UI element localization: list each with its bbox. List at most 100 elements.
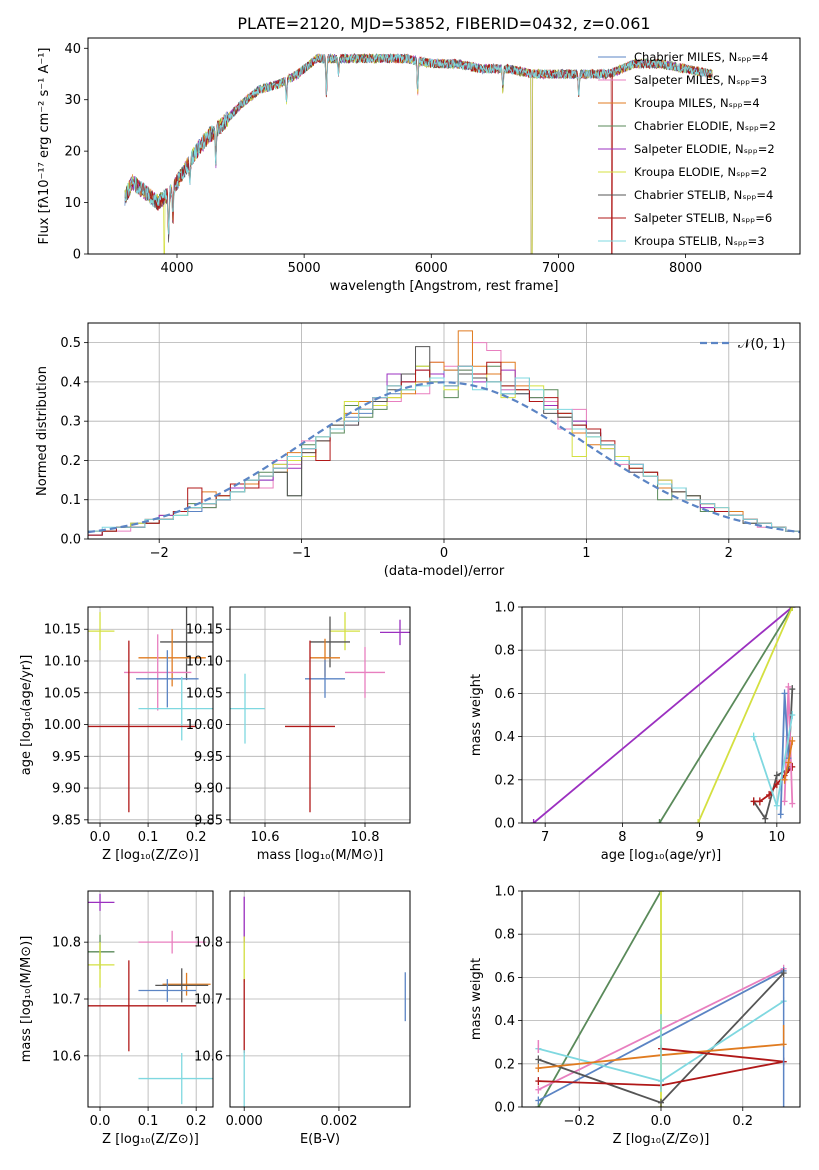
legend-label: Chabrier STELIB, Nₛₚₚ=4 — [634, 188, 773, 202]
chart-title: PLATE=2120, MJD=53852, FIBERID=0432, z=0… — [237, 14, 650, 33]
axes-frame — [87, 37, 801, 255]
legend-label: Kroupa ELODIE, Nₛₚₚ=2 — [634, 165, 767, 179]
y-tick-label: 9.95 — [52, 750, 81, 765]
x-axis-label: Z [log₁₀(Z/Z⊙)] — [102, 1132, 199, 1147]
x-tick-label: 0.2 — [732, 1114, 753, 1129]
y-tick-label: 10.05 — [186, 686, 223, 701]
x-tick-label: 10.6 — [251, 830, 280, 845]
y-tick-label: 30 — [64, 93, 81, 108]
x-tick-label: 8 — [618, 830, 626, 845]
y-tick-label: 10.15 — [44, 623, 81, 638]
x-tick-label: −1 — [292, 546, 311, 561]
spectrum-legend: Chabrier MILES, Nₛₚₚ=4 Salpeter MILES, Nₛ… — [598, 50, 776, 248]
weight_vs_age-panel: 7 8 9 10 0.0 0.2 0.4 0.6 0.8 1.0 age [log₁₀(age/yr… — [469, 601, 801, 863]
y-tick-label: 0.2 — [494, 773, 515, 788]
x-axis-label: mass [log₁₀(M/M⊙)] — [257, 848, 384, 863]
y-tick-label: 0.2 — [60, 454, 81, 469]
legend-label: Kroupa MILES, Nₛₚₚ=4 — [634, 96, 760, 110]
y-tick-label: 9.90 — [52, 782, 81, 797]
y-tick-label: 10.7 — [52, 993, 81, 1008]
spectrum-series-line — [124, 53, 713, 235]
y-tick-label: 0.3 — [60, 415, 81, 430]
x-axis-label: E(B-V) — [300, 1132, 340, 1147]
y-tick-label: 9.90 — [194, 782, 223, 797]
y-tick-label: 10.8 — [52, 936, 81, 951]
age_vs_Z-panel: 0.0 0.1 0.2 9.85 9.90 9.95 10.00 10.05 10.10 10.1… — [19, 606, 214, 863]
x-tick-label: 0 — [440, 546, 448, 561]
y-tick-label: 10.8 — [194, 936, 223, 951]
y-axis-label: mass weight — [469, 958, 484, 1040]
x-tick-label: 9 — [695, 830, 703, 845]
error-bars — [88, 607, 213, 813]
x-tick-label: 0.1 — [138, 830, 159, 845]
legend-label: Chabrier ELODIE, Nₛₚₚ=2 — [634, 119, 776, 133]
y-tick-label: 0.8 — [494, 644, 515, 659]
legend-label: 𝒩(0, 1) — [738, 337, 785, 352]
error-bars — [243, 896, 406, 1107]
y-tick-label: 0.0 — [60, 533, 81, 548]
x-tick-label: 0.0 — [651, 1114, 672, 1129]
x-tick-label: 8000 — [669, 261, 702, 276]
error-bars — [230, 612, 410, 813]
y-axis-label: Normed distribution — [35, 366, 50, 496]
y-tick-label: 0.6 — [494, 971, 515, 986]
y-tick-label: 0.5 — [60, 336, 81, 351]
x-axis-label: age [log₁₀(age/yr)] — [601, 848, 722, 863]
histogram-step — [88, 365, 800, 539]
y-tick-label: 10.6 — [194, 1049, 223, 1064]
x-axis-label: Z [log₁₀(Z/Z⊙)] — [102, 848, 199, 863]
mass_vs_EBV-panel: 0.000 0.002 10.6 10.7 10.8 E(B-V) — [194, 890, 411, 1147]
spectrum-series-line — [124, 53, 713, 254]
weight_vs_Z-panel: −0.2 0.0 0.2 0.0 0.2 0.4 0.6 0.8 1.0 Z [log₁₀(Z/Z… — [469, 885, 801, 1147]
y-axis-label: age [log₁₀(age/yr)] — [19, 655, 34, 776]
y-tick-label: 1.0 — [494, 601, 515, 616]
spectrum-series-line — [124, 53, 713, 254]
weight-line — [658, 607, 794, 823]
x-axis-label: (data-model)/error — [384, 564, 505, 579]
spectrum-lines — [124, 52, 713, 254]
legend-label: Salpeter MILES, Nₛₚₚ=3 — [634, 73, 767, 87]
axes-frame — [229, 606, 411, 824]
x-tick-label: 1 — [582, 546, 590, 561]
x-tick-label: 10 — [769, 830, 786, 845]
histogram-lines — [88, 330, 800, 539]
axes-frame — [87, 890, 214, 1108]
y-tick-label: 0.2 — [494, 1057, 515, 1072]
x-tick-label: 0.000 — [226, 1114, 263, 1129]
y-tick-label: 0.1 — [60, 493, 81, 508]
axes-frame — [229, 890, 411, 1108]
y-tick-label: 10 — [64, 196, 81, 211]
y-tick-label: 9.95 — [194, 750, 223, 765]
mass_vs_Z-panel: 0.0 0.1 0.2 10.6 10.7 10.8 Z [log₁₀(Z/Z⊙)] mass… — [19, 890, 214, 1147]
y-tick-label: 1.0 — [494, 885, 515, 900]
weight-line — [697, 607, 794, 823]
x-axis-label: Z [log₁₀(Z/Z⊙)] — [613, 1132, 710, 1147]
x-tick-label: 7000 — [542, 261, 575, 276]
x-tick-label: 7 — [541, 830, 549, 845]
x-tick-label: 0.1 — [138, 1114, 159, 1129]
legend-label: Salpeter STELIB, Nₛₚₚ=6 — [634, 211, 772, 225]
weight-line — [533, 607, 793, 823]
y-tick-label: 0.4 — [494, 730, 515, 745]
x-tick-label: 0.2 — [186, 1114, 207, 1129]
y-axis-label: mass weight — [469, 674, 484, 756]
axes-frame — [87, 606, 214, 824]
x-tick-label: 4000 — [160, 261, 193, 276]
y-tick-label: 10.10 — [44, 655, 81, 670]
legend-label: Salpeter ELODIE, Nₛₚₚ=2 — [634, 142, 775, 156]
spectrum-series-line — [124, 52, 713, 241]
y-tick-label: 10.05 — [44, 686, 81, 701]
x-axis-label: wavelength [Angstrom, rest frame] — [330, 279, 559, 294]
x-tick-label: 2 — [725, 546, 733, 561]
y-tick-label: 0 — [73, 248, 81, 263]
spectrum-series-line — [124, 53, 713, 254]
y-tick-label: 9.85 — [194, 813, 223, 828]
weight-line — [537, 891, 662, 1107]
y-tick-label: 0.4 — [494, 1014, 515, 1029]
y-tick-label: 9.85 — [52, 813, 81, 828]
y-tick-label: 0.0 — [494, 817, 515, 832]
x-tick-label: 0.0 — [90, 1114, 111, 1129]
legend-label: Kroupa STELIB, Nₛₚₚ=3 — [634, 234, 765, 248]
x-tick-label: 0.002 — [320, 1114, 357, 1129]
